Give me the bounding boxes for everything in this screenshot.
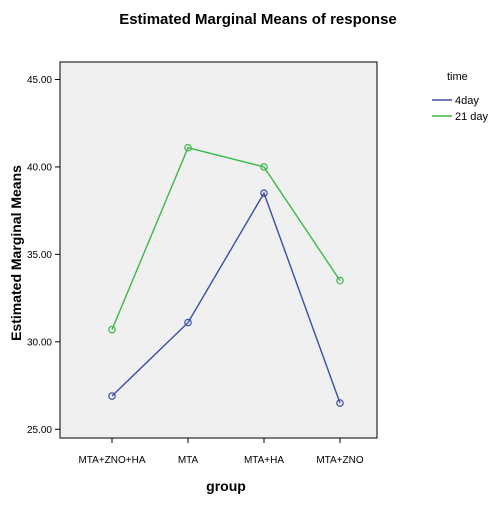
x-tick-label: MTA+ZNO+HA — [78, 455, 145, 466]
data-point — [184, 143, 192, 152]
x-tick-label: MTA+ZNO — [316, 455, 364, 466]
y-tick-label: 40.00 — [27, 162, 52, 173]
data-point — [336, 276, 344, 285]
y-tick-label: 30.00 — [27, 337, 52, 348]
x-axis: MTA+ZNO+HA MTA MTA+HA MTA+ZNO — [78, 438, 364, 466]
data-point — [336, 399, 344, 407]
y-tick-label: 25.00 — [27, 425, 52, 436]
series-layer — [108, 143, 344, 407]
chart-title: Estimated Marginal Means of response — [119, 11, 397, 28]
data-point — [260, 189, 268, 197]
series-line-1 — [111, 191, 341, 404]
y-axis: 25.00 30.00 35.00 40.00 45.00 — [27, 75, 60, 436]
plot-area — [59, 61, 378, 439]
legend: time 4day 21 day — [432, 71, 489, 123]
legend-title: time — [447, 71, 468, 83]
x-tick-label: MTA+HA — [244, 455, 284, 466]
x-axis-title: group — [206, 478, 246, 494]
x-tick-label: MTA — [178, 455, 199, 466]
y-tick-label: 35.00 — [27, 250, 52, 261]
data-point — [260, 163, 268, 171]
legend-label: 21 day — [455, 111, 489, 123]
data-point — [184, 318, 192, 327]
data-point — [108, 325, 116, 334]
data-point — [108, 392, 116, 400]
y-tick-label: 45.00 — [27, 75, 52, 86]
legend-label: 4day — [455, 95, 479, 107]
y-axis-title: Estimated Marginal Means — [8, 165, 24, 341]
series-line-2 — [111, 146, 341, 330]
